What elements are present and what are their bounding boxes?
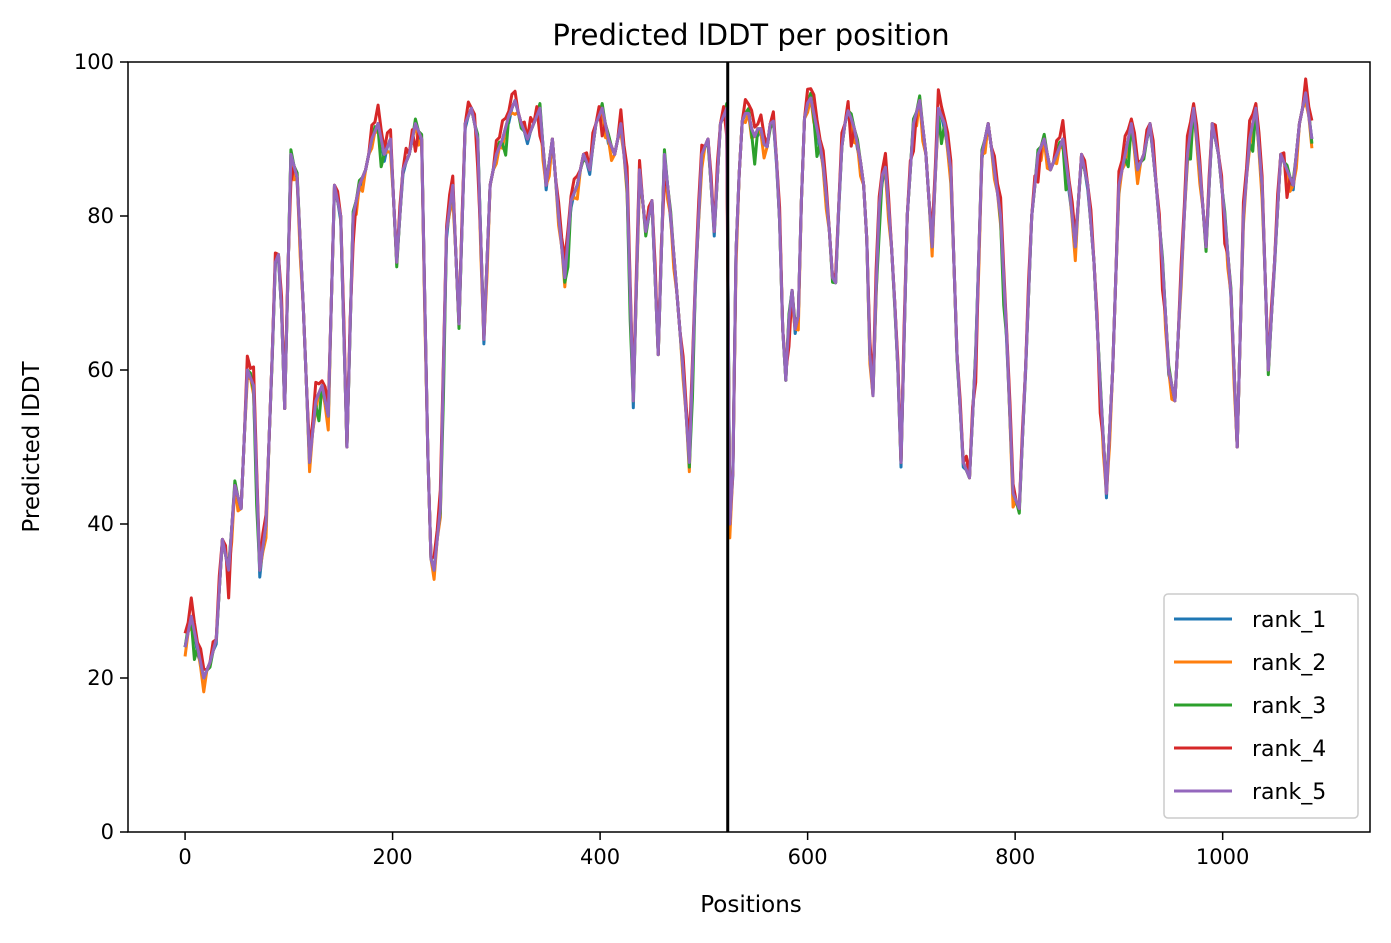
legend-label-rank_3: rank_3 xyxy=(1252,694,1326,719)
legend-box xyxy=(1163,593,1359,819)
x-axis-label: Positions xyxy=(700,892,802,918)
y-tick-label: 100 xyxy=(74,50,114,74)
legend-label-rank_1: rank_1 xyxy=(1252,608,1326,633)
y-tick-label: 40 xyxy=(87,512,114,536)
series-layer xyxy=(183,77,1314,694)
y-axis-label: Predicted lDDT xyxy=(19,360,45,532)
y-tick-label: 20 xyxy=(87,666,114,690)
x-tick-label: 400 xyxy=(580,845,620,869)
x-axis: 0 200 400 600 800 1000 xyxy=(178,832,1249,869)
legend-label-rank_2: rank_2 xyxy=(1252,651,1326,676)
plot-frame xyxy=(127,61,1371,833)
legend: rank_1 rank_2 rank_3 rank_4 rank_5 xyxy=(1163,593,1359,819)
x-tick-label: 600 xyxy=(788,845,828,869)
x-tick-label: 1000 xyxy=(1196,845,1249,869)
y-tick-label: 60 xyxy=(87,358,114,382)
y-axis: 0 20 40 60 80 100 xyxy=(74,50,128,844)
x-tick-label: 200 xyxy=(373,845,413,869)
series-line-rank_4 xyxy=(183,77,1314,672)
x-tick-label: 0 xyxy=(178,845,191,869)
legend-label-rank_5: rank_5 xyxy=(1252,780,1326,805)
legend-label-rank_4: rank_4 xyxy=(1252,737,1326,762)
y-tick-label: 80 xyxy=(87,204,114,228)
x-tick-label: 800 xyxy=(995,845,1035,869)
series-line-rank_5 xyxy=(183,91,1314,680)
chart-title: Predicted lDDT per position xyxy=(552,18,949,52)
y-tick-label: 0 xyxy=(101,820,114,844)
